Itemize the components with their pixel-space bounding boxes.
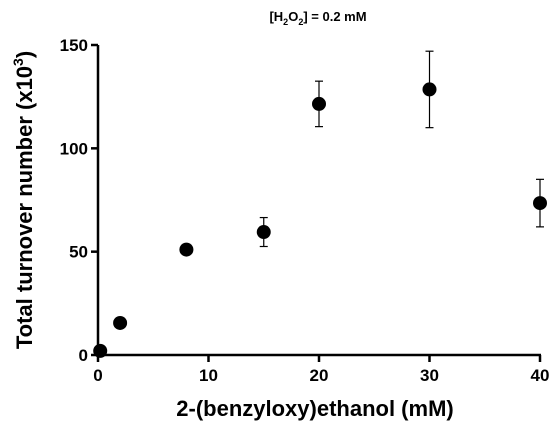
data-point xyxy=(533,196,547,211)
x-tick-label: 40 xyxy=(531,366,550,385)
data-point xyxy=(179,242,194,257)
data-point xyxy=(256,225,271,240)
error-bars xyxy=(259,50,544,248)
y-tick-label: 50 xyxy=(69,243,88,262)
x-axis-ticks: 0 10 20 30 40 xyxy=(93,355,549,385)
data-point xyxy=(113,315,128,330)
x-tick-label: 30 xyxy=(420,366,439,385)
y-tick-label: 0 xyxy=(79,346,88,365)
x-tick-label: 0 xyxy=(93,366,102,385)
x-tick-label: 20 xyxy=(310,366,329,385)
x-axis-label: 2-(benzyloxy)ethanol (mM) xyxy=(176,396,453,421)
chart-title: [H2O2] = 0.2 mM xyxy=(269,9,366,27)
y-tick-label: 150 xyxy=(60,36,88,55)
data-point xyxy=(312,96,326,111)
data-point xyxy=(422,82,437,97)
x-tick-label: 10 xyxy=(199,366,218,385)
y-axis-ticks: 0 50 100 150 xyxy=(60,36,98,365)
data-points xyxy=(93,82,547,358)
data-point xyxy=(93,343,108,358)
y-axis-label: Total turnover number (x103) xyxy=(10,51,37,349)
y-tick-label: 100 xyxy=(60,139,88,158)
